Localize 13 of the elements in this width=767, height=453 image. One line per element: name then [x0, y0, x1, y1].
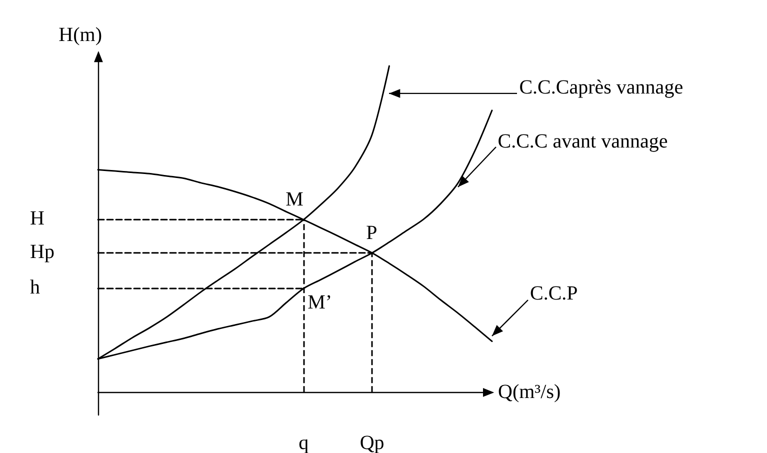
- text: Hp: [30, 240, 54, 263]
- annotation: M’: [308, 291, 332, 314]
- annotation: M: [286, 188, 304, 211]
- series-label: C.C.C avant vannage: [498, 130, 668, 152]
- annotation: P: [366, 222, 378, 244]
- x-tick-label: q: [298, 432, 309, 453]
- text: H: [30, 208, 44, 230]
- x-axis-title: Q(m³/s): [498, 381, 561, 404]
- text: C.C.P: [530, 282, 578, 305]
- text: C.C.Caprès vannage: [519, 76, 684, 98]
- x-tick-label: Qp: [360, 432, 384, 453]
- y-axis-title: H(m): [58, 24, 102, 46]
- text: h: [30, 276, 40, 298]
